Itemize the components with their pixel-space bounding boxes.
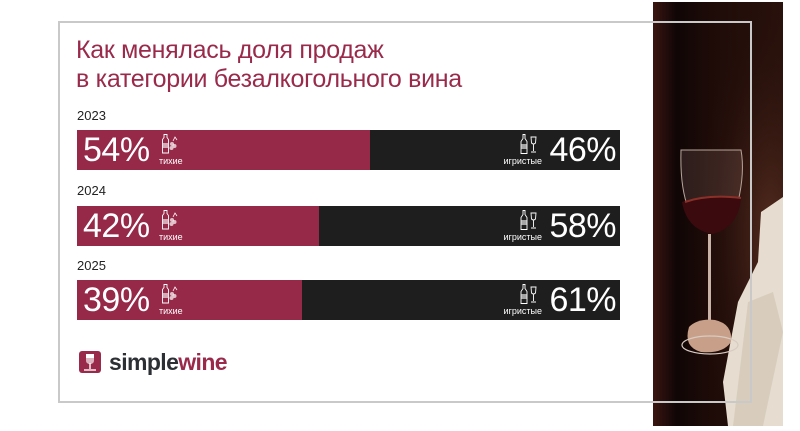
still-label: тихие xyxy=(159,156,183,166)
still-wine-bottle-icon xyxy=(162,210,178,230)
bar-2023: 54% тихие игристые 46% xyxy=(77,130,620,170)
sparkling-bottle-and-flute-icon xyxy=(520,284,537,304)
bar-2024: 42% тихие игристые 58% xyxy=(77,206,620,246)
logo-text-wine: wine xyxy=(178,349,227,375)
still-percent: 39% xyxy=(83,281,150,319)
bar-2025: 39% тихие игристые 61% xyxy=(77,280,620,320)
sparkling-segment: игристые 61% xyxy=(302,280,620,320)
year-label-2023: 2023 xyxy=(77,108,106,123)
sparkling-label: игристые xyxy=(503,156,542,166)
wine-glass-logo-icon xyxy=(79,351,101,373)
still-label: тихие xyxy=(159,306,183,316)
sparkling-bottle-and-flute-icon xyxy=(520,134,537,154)
sparkling-label: игристые xyxy=(503,232,542,242)
still-percent: 54% xyxy=(83,131,150,169)
still-segment: 42% тихие xyxy=(77,206,319,246)
sparkling-label: игристые xyxy=(503,306,542,316)
simplewine-logo: simplewine xyxy=(79,349,228,375)
sparkling-percent: 46% xyxy=(549,131,616,169)
title-line-2: в категории безалкогольного вина xyxy=(76,65,462,93)
wine-glass-photo xyxy=(653,2,783,426)
sparkling-segment: игристые 46% xyxy=(370,130,620,170)
still-wine-bottle-icon xyxy=(162,134,178,154)
title-line-1: Как менялась доля продаж xyxy=(76,36,384,64)
still-label: тихие xyxy=(159,232,183,242)
year-label-2024: 2024 xyxy=(77,183,106,198)
logo-text-simple: simple xyxy=(109,349,179,375)
sparkling-segment: игристые 58% xyxy=(318,206,620,246)
sparkling-percent: 58% xyxy=(549,207,616,245)
sparkling-bottle-and-flute-icon xyxy=(520,210,537,230)
year-label-2025: 2025 xyxy=(77,258,106,273)
sparkling-percent: 61% xyxy=(549,281,616,319)
still-segment: 39% тихие xyxy=(77,280,303,320)
chart-title: Как менялась доля продаж в категории без… xyxy=(76,36,462,94)
still-segment: 54% тихие xyxy=(77,130,371,170)
still-percent: 42% xyxy=(83,207,150,245)
still-wine-bottle-icon xyxy=(162,284,178,304)
